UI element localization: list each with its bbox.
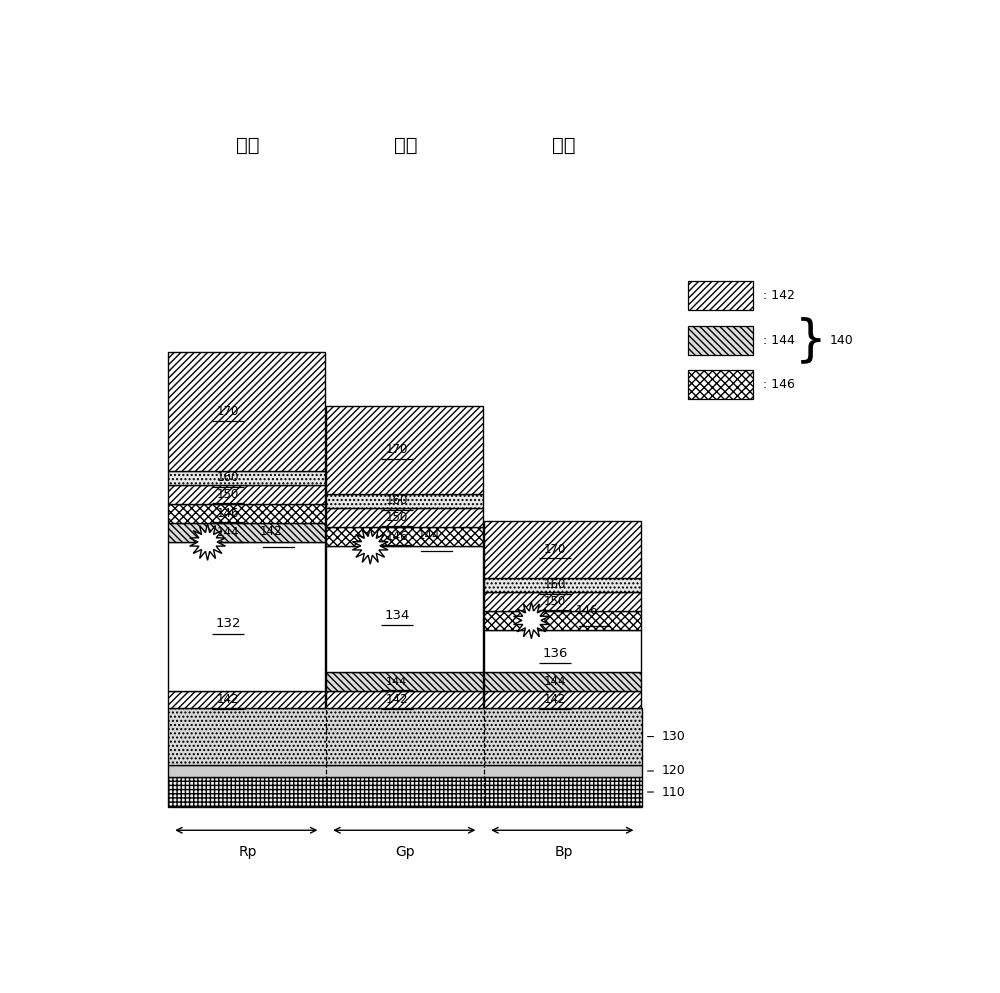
- Bar: [326, 507, 483, 526]
- Text: : 144: : 144: [763, 334, 794, 347]
- Text: Gp: Gp: [396, 845, 415, 859]
- Text: 142: 142: [544, 693, 566, 706]
- Bar: [688, 370, 753, 399]
- Bar: [326, 526, 483, 546]
- Text: 136: 136: [542, 646, 568, 659]
- Text: 170: 170: [386, 443, 408, 457]
- Bar: [688, 281, 753, 310]
- Bar: [326, 546, 483, 672]
- Text: 142: 142: [386, 693, 408, 706]
- Text: 146: 146: [217, 506, 239, 519]
- Text: }: }: [795, 316, 827, 364]
- Bar: [168, 471, 325, 485]
- Text: 132: 132: [215, 618, 241, 631]
- Bar: [484, 672, 641, 691]
- Bar: [484, 691, 641, 708]
- Text: 142: 142: [217, 693, 239, 706]
- Text: 红色: 红色: [236, 136, 259, 156]
- Bar: [168, 708, 642, 766]
- Text: 144: 144: [544, 675, 566, 688]
- Bar: [168, 766, 642, 777]
- Polygon shape: [352, 527, 388, 564]
- Bar: [484, 630, 641, 672]
- Text: 144: 144: [217, 526, 239, 539]
- Text: 150: 150: [544, 595, 566, 608]
- Bar: [326, 406, 483, 494]
- Text: 蓝色: 蓝色: [552, 136, 575, 156]
- Bar: [484, 611, 641, 630]
- Text: 140: 140: [830, 334, 854, 347]
- Text: : 142: : 142: [763, 289, 794, 302]
- Bar: [484, 520, 641, 578]
- Text: 134: 134: [384, 609, 410, 622]
- Text: Rp: Rp: [238, 845, 257, 859]
- Bar: [484, 578, 641, 592]
- Bar: [326, 494, 483, 507]
- Text: 146: 146: [575, 604, 598, 617]
- Text: 146: 146: [386, 529, 408, 543]
- Polygon shape: [514, 602, 549, 638]
- Bar: [484, 592, 641, 611]
- Text: 绿色: 绿色: [394, 136, 417, 156]
- Text: 130: 130: [662, 730, 685, 743]
- Bar: [168, 523, 325, 542]
- Text: 144: 144: [386, 676, 407, 686]
- Bar: [168, 542, 325, 691]
- Text: 170: 170: [544, 543, 566, 556]
- Text: 170: 170: [217, 405, 239, 418]
- Bar: [168, 353, 325, 471]
- Text: 150: 150: [217, 488, 239, 500]
- Bar: [168, 503, 325, 523]
- Text: 160: 160: [386, 495, 408, 507]
- Text: 144: 144: [417, 529, 440, 542]
- Text: : 146: : 146: [763, 378, 794, 391]
- Text: 120: 120: [662, 765, 685, 778]
- Text: 160: 160: [544, 578, 566, 591]
- Bar: [688, 326, 753, 355]
- Text: 160: 160: [217, 472, 239, 485]
- Polygon shape: [190, 523, 225, 560]
- Bar: [326, 672, 483, 691]
- Bar: [168, 777, 642, 807]
- Bar: [168, 691, 325, 708]
- Bar: [168, 485, 325, 503]
- Text: Bp: Bp: [554, 845, 573, 859]
- Text: 110: 110: [662, 785, 685, 798]
- Text: 150: 150: [386, 510, 408, 523]
- Bar: [326, 691, 483, 708]
- Text: 142: 142: [259, 525, 282, 538]
